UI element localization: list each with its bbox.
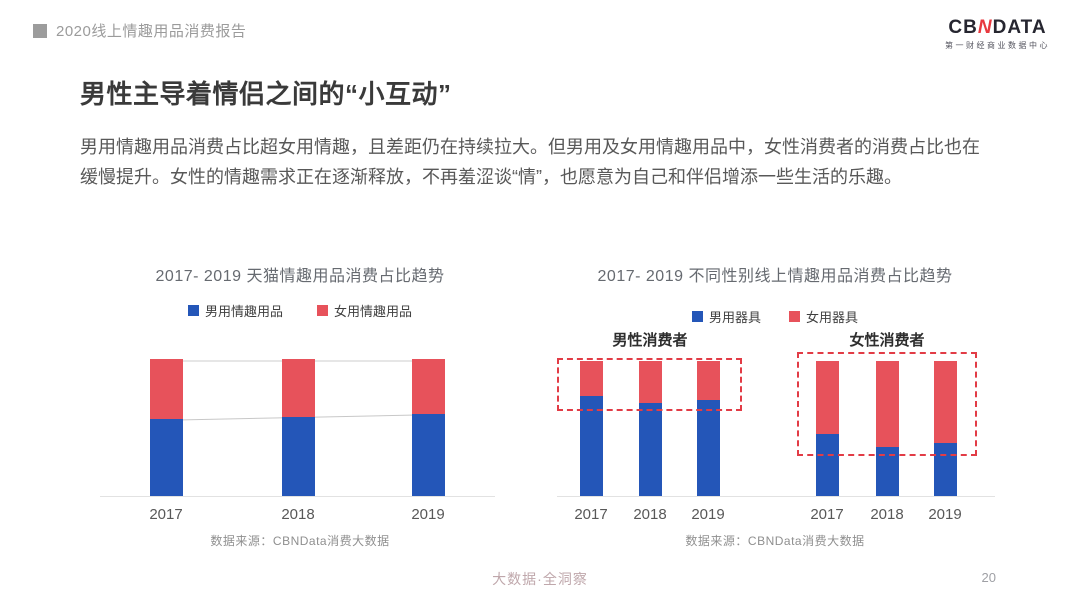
right-chart-legend: 男用器具 女用器具 xyxy=(560,307,990,326)
female-swatch-icon xyxy=(317,305,328,316)
stacked-bar-2018 xyxy=(281,359,315,496)
x-axis-tick-2019: 2019 xyxy=(691,506,725,523)
group-label-male-consumers: 男性消费者 xyxy=(612,332,688,349)
male-segment xyxy=(149,419,183,496)
male-segment xyxy=(281,416,315,496)
female-segment xyxy=(815,361,839,434)
male-segment xyxy=(696,400,720,496)
legend-item-female-device: 女用器具 xyxy=(789,307,858,326)
page-number: 20 xyxy=(981,570,996,585)
female-group-highlight-box xyxy=(797,352,977,456)
logo-part-n: N xyxy=(977,17,993,38)
left-chart-legend: 男用情趣用品 女用情趣用品 xyxy=(100,301,500,320)
footer-slogan: 大数据·全洞察 xyxy=(492,571,588,587)
stacked-bar-2019 xyxy=(411,359,445,496)
x-axis-tick-2017: 2017 xyxy=(810,506,844,523)
male-segment xyxy=(933,443,957,496)
female-swatch-icon xyxy=(789,311,800,322)
stacked-bar-2018 xyxy=(638,361,662,496)
report-tag: 2020线上情趣用品消费报告 xyxy=(33,20,246,41)
legend-item-female: 女用情趣用品 xyxy=(317,301,412,320)
female-segment xyxy=(875,361,899,448)
male-segment xyxy=(815,433,839,496)
male-swatch-icon xyxy=(691,311,703,322)
logo-part-cb: CB xyxy=(948,17,978,38)
legend-item-male: 男用情趣用品 xyxy=(187,301,283,320)
x-axis-tick-2018: 2018 xyxy=(633,506,667,523)
male-segment xyxy=(411,413,445,496)
left-chart-source: 数据来源：CBNData消费大数据 xyxy=(210,534,390,548)
group-label-female-consumers: 女性消费者 xyxy=(849,332,925,349)
legend-item-male-device: 男用器具 xyxy=(691,307,761,326)
page-body-text: 男用情趣用品消费占比超女用情趣，且差距仍在持续拉大。但男用及女用情趣用品中，女性… xyxy=(80,137,980,187)
x-axis-tick-2017: 2017 xyxy=(149,506,183,523)
report-title: 2020线上情趣用品消费报告 xyxy=(56,23,247,40)
legend-label-male: 男用情趣用品 xyxy=(204,304,283,319)
female-segment xyxy=(411,359,445,414)
male-group-highlight-box xyxy=(557,358,742,411)
female-segment xyxy=(638,361,662,403)
x-axis-tick-2019: 2019 xyxy=(411,506,445,523)
stacked-bar-2019 xyxy=(933,361,957,496)
stacked-bar-2017 xyxy=(579,361,603,496)
logo-tagline: 第一财经商业数据中心 xyxy=(945,41,1050,50)
page-title: 男性主导着情侣之间的“小互动” xyxy=(80,79,452,109)
x-axis-tick-2018: 2018 xyxy=(870,506,904,523)
female-segment xyxy=(579,361,603,397)
left-chart-plot: 2017 2018 2019 xyxy=(100,359,495,523)
legend-label-female: 女用情趣用品 xyxy=(334,304,413,319)
female-segment xyxy=(933,361,957,444)
x-axis-tick-2017: 2017 xyxy=(574,506,608,523)
cbndata-logo: CBNDATA 第一财经商业数据中心 xyxy=(945,18,1050,51)
male-segment xyxy=(579,396,603,496)
left-chart-title: 2017- 2019 天猫情趣用品消费占比趋势 xyxy=(155,268,445,285)
male-segment xyxy=(638,402,662,496)
right-chart-plot: 男性消费者 女性消费者 2017 2018 2019 2017 2018 2019 xyxy=(557,332,995,523)
x-axis-tick-2018: 2018 xyxy=(281,506,315,523)
stacked-bar-2017 xyxy=(815,361,839,496)
stacked-bar-2019 xyxy=(696,361,720,496)
cbndata-logo-text: CBNDATA xyxy=(945,18,1050,38)
stacked-bar-2018 xyxy=(875,361,899,496)
square-bullet-icon xyxy=(33,23,47,38)
legend-label-female-device: 女用器具 xyxy=(806,310,859,325)
male-swatch-icon xyxy=(187,305,199,316)
female-segment xyxy=(281,359,315,417)
right-chart-source: 数据来源：CBNData消费大数据 xyxy=(685,534,865,548)
legend-label-male-device: 男用器具 xyxy=(708,310,761,325)
female-segment xyxy=(149,359,183,420)
x-axis-tick-2019: 2019 xyxy=(928,506,962,523)
logo-part-data: DATA xyxy=(992,17,1047,38)
stacked-bar-2017 xyxy=(149,359,183,496)
male-segment xyxy=(875,447,899,496)
right-chart-title: 2017- 2019 不同性别线上情趣用品消费占比趋势 xyxy=(597,268,953,285)
female-segment xyxy=(696,361,720,401)
